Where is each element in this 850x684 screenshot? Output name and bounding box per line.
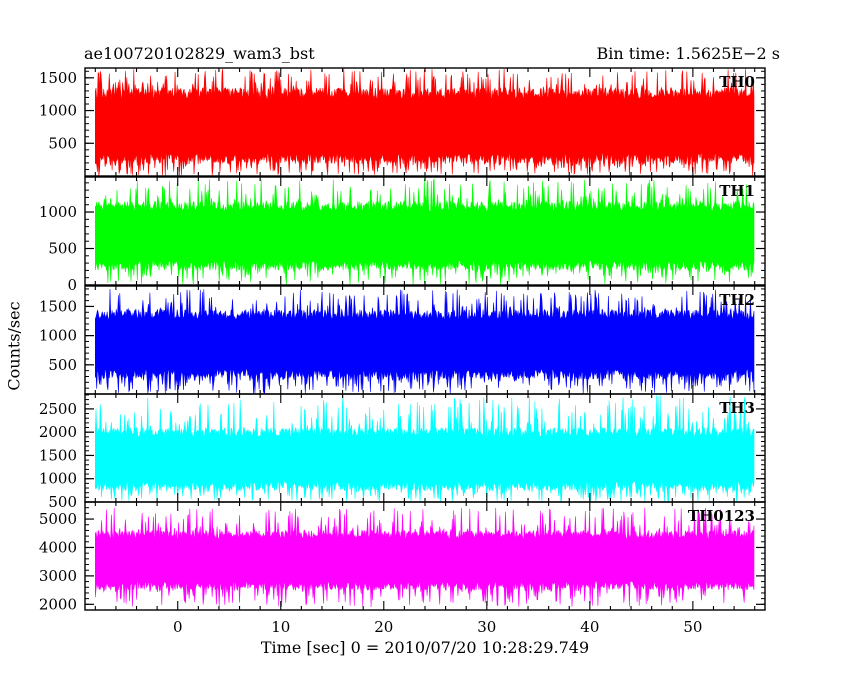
panel-th0123: 2000 3000 4000 5000 TH0123 (39, 501, 766, 613)
y-tick-label: 1000 (39, 470, 77, 488)
x-tick-label: 40 (580, 618, 599, 636)
y-tick-label: 500 (48, 240, 77, 258)
panel-th1: 0 500 1000 TH1 (39, 176, 766, 294)
y-tick-label: 1500 (39, 446, 77, 464)
series-th0 (95, 68, 755, 176)
y-tick-label: 2500 (39, 400, 77, 418)
y-tick-label: 2000 (39, 595, 77, 613)
panel-th2: 500 1000 1500 TH2 (39, 285, 766, 395)
series-th2 (95, 288, 755, 394)
y-tick-label: 0 (67, 276, 77, 294)
y-tick-label: 1500 (39, 69, 77, 87)
y-tick-label: 1000 (39, 203, 77, 221)
x-tick-label: 30 (477, 618, 496, 636)
y-tick-label: 500 (48, 493, 77, 511)
bin-time-label: Bin time: 1.5625E−2 s (596, 44, 780, 63)
y-tick-label: 1500 (39, 297, 77, 315)
series-th0123 (95, 507, 755, 608)
y-tick-label: 1000 (39, 102, 77, 120)
y-tick-label: 1000 (39, 327, 77, 345)
panel-th3: 500 1000 1500 2000 2500 TH3 (39, 393, 766, 511)
y-tick-label: 5000 (39, 510, 77, 528)
chart-title: ae100720102829_wam3_bst (84, 44, 315, 63)
x-tick-label: 50 (683, 618, 702, 636)
x-tick-label: 0 (173, 618, 183, 636)
panel-label-th0123: TH0123 (688, 507, 755, 525)
series-th3 (95, 395, 755, 502)
y-tick-label: 500 (48, 356, 77, 374)
y-tick-label: 3000 (39, 567, 77, 585)
panel-th0: 500 1000 1500 TH0 (39, 67, 766, 177)
panel-label-th2: TH2 (719, 291, 755, 309)
panel-label-th3: TH3 (719, 399, 755, 417)
x-tick-label: 10 (271, 618, 290, 636)
series-th1 (95, 178, 755, 285)
panel-label-th0: TH0 (719, 73, 755, 91)
x-tick-label: 20 (374, 618, 393, 636)
y-tick-label: 4000 (39, 538, 77, 556)
y-tick-label: 2000 (39, 423, 77, 441)
y-tick-label: 500 (48, 134, 77, 152)
x-axis-label: Time [sec] 0 = 2010/07/20 10:28:29.749 (260, 638, 590, 657)
y-axis-label: Counts/sec (4, 301, 24, 391)
panel-label-th1: TH1 (719, 182, 755, 200)
